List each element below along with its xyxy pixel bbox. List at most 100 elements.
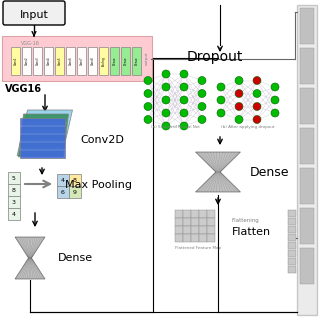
Bar	[191, 226, 199, 234]
Circle shape	[144, 90, 152, 98]
Circle shape	[253, 76, 261, 84]
Bar	[288, 218, 296, 225]
Bar	[199, 210, 207, 218]
Bar	[288, 242, 296, 249]
Text: Conv4: Conv4	[46, 57, 51, 65]
Text: Conv2: Conv2	[25, 57, 28, 65]
Bar	[297, 5, 317, 315]
Bar	[183, 234, 191, 242]
Circle shape	[235, 102, 243, 110]
Bar	[132, 47, 141, 75]
Bar	[69, 174, 81, 186]
Bar	[77, 47, 86, 75]
Bar	[57, 186, 69, 198]
Text: Dense: Dense	[250, 165, 290, 179]
Circle shape	[253, 116, 261, 124]
Text: (b) After applying dropout: (b) After applying dropout	[221, 125, 275, 129]
Text: 4: 4	[12, 212, 16, 217]
Circle shape	[162, 83, 170, 91]
Circle shape	[162, 122, 170, 130]
Bar	[183, 210, 191, 218]
Text: Conv8: Conv8	[91, 57, 94, 65]
Bar	[22, 47, 31, 75]
Bar	[11, 47, 20, 75]
Circle shape	[235, 90, 243, 98]
Bar	[69, 186, 81, 198]
Circle shape	[180, 83, 188, 91]
FancyBboxPatch shape	[2, 36, 152, 81]
Bar	[33, 47, 42, 75]
Bar	[191, 218, 199, 226]
Text: Dropout: Dropout	[187, 50, 243, 64]
Bar	[121, 47, 130, 75]
Text: 4: 4	[61, 178, 65, 182]
Bar	[175, 234, 183, 242]
Circle shape	[144, 116, 152, 124]
Circle shape	[180, 122, 188, 130]
Circle shape	[180, 70, 188, 78]
Circle shape	[235, 116, 243, 124]
Circle shape	[162, 96, 170, 104]
Circle shape	[198, 90, 206, 98]
Bar	[288, 226, 296, 233]
Bar	[110, 47, 119, 75]
Circle shape	[235, 76, 243, 84]
Bar	[207, 210, 215, 218]
Bar	[300, 48, 314, 84]
Text: Conv6: Conv6	[68, 57, 73, 65]
Polygon shape	[196, 152, 241, 192]
Text: Max Pooling: Max Pooling	[65, 180, 132, 190]
Circle shape	[144, 76, 152, 84]
Text: VGG-16: VGG-16	[21, 41, 40, 45]
Text: Dense: Dense	[134, 57, 139, 65]
Text: Flatten: Flatten	[232, 227, 271, 237]
Text: VGG16: VGG16	[5, 84, 42, 94]
Text: Dense: Dense	[124, 57, 127, 65]
Circle shape	[271, 83, 279, 91]
Bar	[8, 172, 20, 184]
Bar	[300, 128, 314, 164]
Circle shape	[162, 109, 170, 117]
Text: Flattened Feature Map: Flattened Feature Map	[175, 246, 221, 250]
Bar	[175, 210, 183, 218]
Text: 8: 8	[12, 188, 16, 193]
Text: Conv5: Conv5	[58, 57, 61, 65]
Text: Conv1: Conv1	[13, 57, 18, 65]
Text: 5: 5	[12, 175, 16, 180]
Bar	[300, 168, 314, 204]
Text: Dense: Dense	[58, 253, 93, 263]
Bar	[8, 196, 20, 208]
Bar	[199, 234, 207, 242]
Polygon shape	[15, 237, 45, 279]
Bar	[183, 226, 191, 234]
Bar	[300, 88, 314, 124]
Circle shape	[180, 96, 188, 104]
Text: Pooling: Pooling	[101, 56, 106, 66]
Bar	[88, 47, 97, 75]
Circle shape	[217, 83, 225, 91]
Bar	[8, 208, 20, 220]
Circle shape	[271, 109, 279, 117]
Bar	[300, 248, 314, 284]
Bar	[288, 234, 296, 241]
Polygon shape	[18, 114, 68, 157]
Text: Conv7: Conv7	[79, 57, 84, 65]
Text: 8: 8	[73, 178, 77, 182]
Text: Conv2D: Conv2D	[80, 135, 124, 145]
Text: output: output	[145, 52, 149, 65]
Text: (a) Standard Neural Net: (a) Standard Neural Net	[151, 125, 199, 129]
Text: 6: 6	[61, 189, 65, 195]
Bar	[288, 250, 296, 257]
Polygon shape	[17, 110, 73, 156]
Bar	[175, 218, 183, 226]
Circle shape	[162, 70, 170, 78]
Circle shape	[198, 76, 206, 84]
Text: Conv3: Conv3	[36, 57, 39, 65]
Bar	[207, 234, 215, 242]
Text: Input: Input	[20, 10, 48, 20]
Bar	[300, 8, 314, 44]
Circle shape	[217, 109, 225, 117]
FancyBboxPatch shape	[3, 1, 65, 25]
Bar	[288, 266, 296, 273]
Bar	[191, 210, 199, 218]
